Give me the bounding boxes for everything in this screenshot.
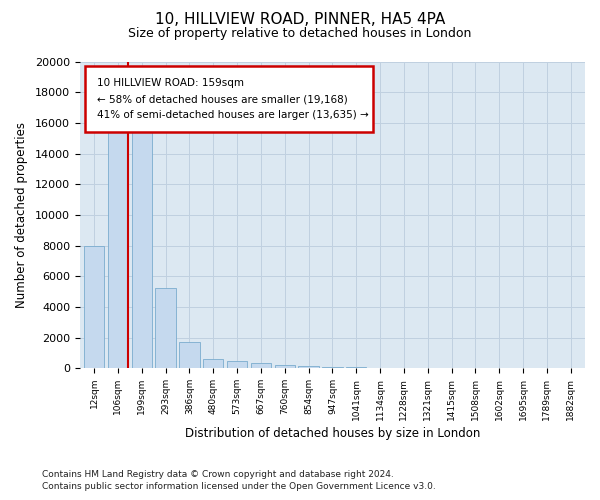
Bar <box>346 367 367 368</box>
Bar <box>155 288 176 368</box>
Bar <box>251 364 271 368</box>
Text: Contains public sector information licensed under the Open Government Licence v3: Contains public sector information licen… <box>42 482 436 491</box>
Bar <box>131 112 152 368</box>
FancyBboxPatch shape <box>85 66 373 132</box>
Bar <box>108 112 128 368</box>
Bar <box>298 366 319 368</box>
Text: Contains HM Land Registry data © Crown copyright and database right 2024.: Contains HM Land Registry data © Crown c… <box>42 470 394 479</box>
Y-axis label: Number of detached properties: Number of detached properties <box>15 122 28 308</box>
Bar <box>179 342 200 368</box>
Bar <box>203 359 223 368</box>
X-axis label: Distribution of detached houses by size in London: Distribution of detached houses by size … <box>185 427 480 440</box>
Bar <box>84 246 104 368</box>
Text: Size of property relative to detached houses in London: Size of property relative to detached ho… <box>128 28 472 40</box>
Text: 10, HILLVIEW ROAD, PINNER, HA5 4PA: 10, HILLVIEW ROAD, PINNER, HA5 4PA <box>155 12 445 28</box>
Bar <box>275 365 295 368</box>
Text: 10 HILLVIEW ROAD: 159sqm
← 58% of detached houses are smaller (19,168)
41% of se: 10 HILLVIEW ROAD: 159sqm ← 58% of detach… <box>97 78 369 120</box>
Bar <box>227 362 247 368</box>
Bar <box>322 366 343 368</box>
